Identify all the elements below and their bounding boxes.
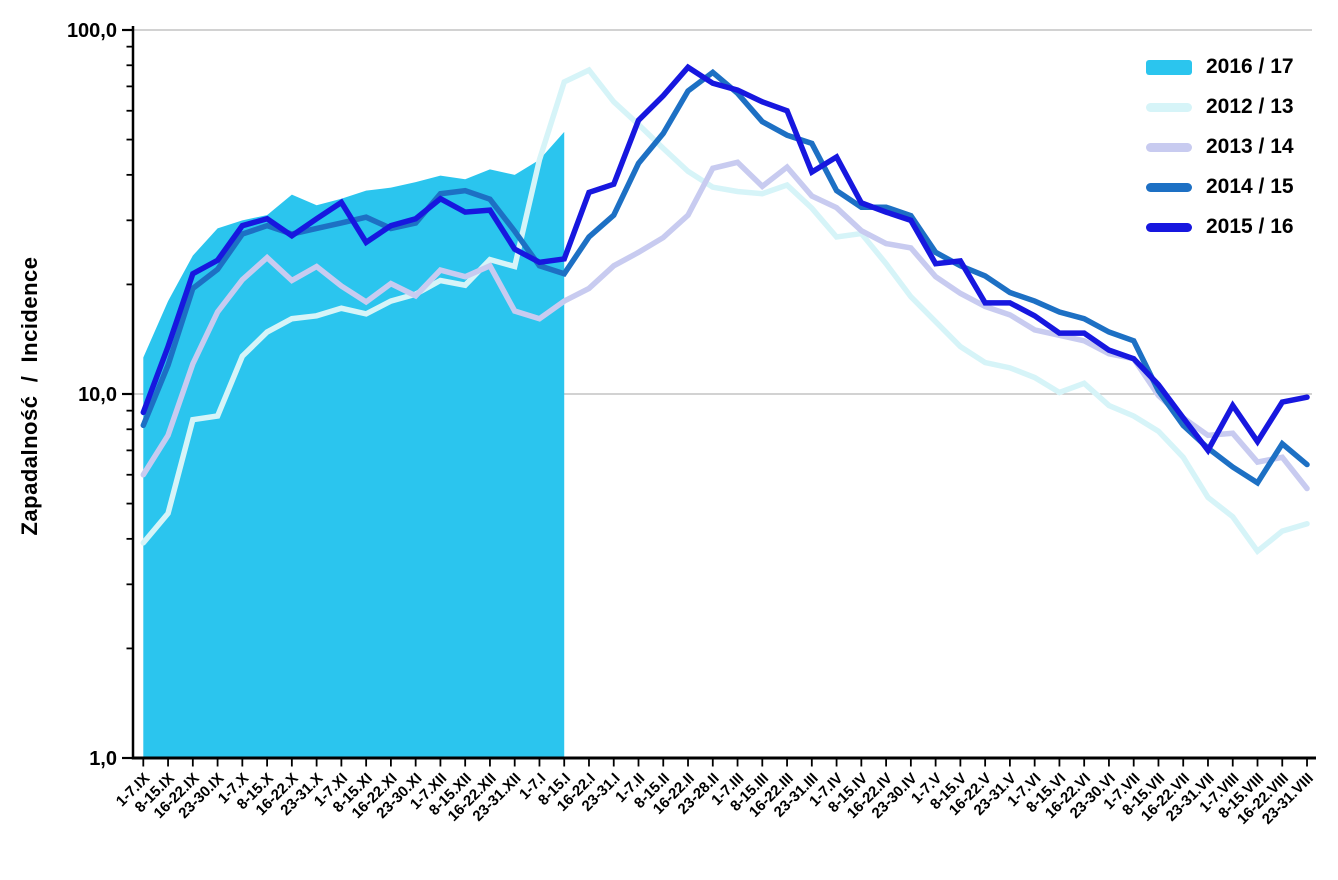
legend-item-2016-17: 2016 / 17 bbox=[1146, 47, 1294, 87]
series-line-2015-16 bbox=[140, 63, 1310, 456]
legend-swatch-line-icon bbox=[1146, 142, 1192, 152]
legend-item-2012-13: 2012 / 13 bbox=[1146, 87, 1294, 127]
y-axis-title: Zapadalność / Incidence bbox=[17, 256, 42, 536]
legend-label: 2014 / 15 bbox=[1206, 175, 1294, 198]
y-tick-label: 10,0 bbox=[78, 384, 117, 406]
legend-swatch-line-icon bbox=[1146, 222, 1192, 232]
area-series-2016-17 bbox=[143, 131, 565, 759]
series-line-2014-15 bbox=[140, 68, 1310, 487]
legend: 2016 / 17 2012 / 13 2013 / 14 2014 / 15 … bbox=[1146, 47, 1294, 247]
series-line-2013-14 bbox=[140, 159, 1310, 492]
legend-label: 2015 / 16 bbox=[1206, 215, 1294, 238]
legend-label: 2012 / 13 bbox=[1206, 95, 1294, 118]
legend-label: 2016 / 17 bbox=[1206, 55, 1294, 78]
y-tick-label: 1,0 bbox=[89, 748, 117, 770]
legend-item-2014-15: 2014 / 15 bbox=[1146, 167, 1294, 207]
legend-item-2015-16: 2015 / 16 bbox=[1146, 207, 1294, 247]
legend-swatch-line-icon bbox=[1146, 102, 1192, 112]
legend-swatch-area-icon bbox=[1146, 59, 1192, 75]
legend-label: 2013 / 14 bbox=[1206, 135, 1294, 158]
legend-item-2013-14: 2013 / 14 bbox=[1146, 127, 1294, 167]
y-tick-label: 100,0 bbox=[67, 20, 117, 42]
series-line-2012-13 bbox=[140, 66, 1310, 556]
legend-swatch-line-icon bbox=[1146, 182, 1192, 192]
